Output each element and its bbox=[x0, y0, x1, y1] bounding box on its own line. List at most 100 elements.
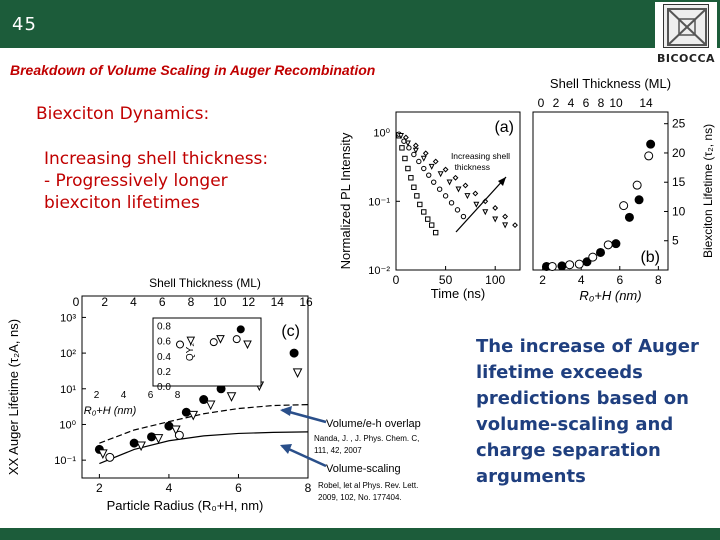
data-point-c bbox=[292, 368, 303, 378]
reference-robel: Robel, let al Phys. Rev. Lett. 2009, 102… bbox=[318, 480, 418, 504]
data-point-c bbox=[205, 400, 216, 411]
data-point-a bbox=[411, 151, 417, 158]
inset-x-tick-label-c: 6 bbox=[148, 390, 154, 401]
top-tick-label-b: 2 bbox=[553, 96, 560, 110]
data-point-b bbox=[632, 180, 642, 190]
data-point-a bbox=[460, 213, 467, 220]
annotation-arrow-a bbox=[455, 176, 507, 233]
data-point-c bbox=[129, 438, 139, 448]
data-point-b bbox=[547, 261, 557, 271]
top-axis-title-c: Shell Thickness (ML) bbox=[149, 276, 261, 290]
top-tick-label-c: 16 bbox=[299, 295, 313, 309]
data-point-a bbox=[411, 184, 417, 190]
bottom-bar bbox=[0, 528, 720, 540]
panel-label-b: (b) bbox=[640, 249, 660, 266]
x-tick-label-b: 6 bbox=[616, 273, 623, 287]
y-tick-label-b: 25 bbox=[672, 117, 686, 131]
reference-robel-line-1: Robel, let al Phys. Rev. Lett. bbox=[318, 481, 419, 490]
conclusion-line-6: arguments bbox=[476, 466, 586, 487]
data-point-a bbox=[408, 175, 414, 181]
annotation-a-line-1: Increasing shell bbox=[451, 151, 510, 161]
inset-point-c bbox=[216, 335, 225, 344]
model-curve-c bbox=[99, 404, 309, 444]
data-point-a bbox=[416, 158, 422, 165]
data-point-a bbox=[437, 171, 444, 178]
conclusion-line-1: The increase of Auger bbox=[476, 336, 699, 357]
inset-y-tick-label-c: 0.0 bbox=[157, 382, 171, 393]
data-point-c bbox=[226, 392, 237, 402]
conclusion-line-5: charge separation bbox=[476, 440, 661, 461]
data-point-c bbox=[289, 348, 299, 358]
data-point-a bbox=[406, 145, 412, 151]
x-axis-label-a: Time (ns) bbox=[431, 286, 485, 301]
data-point-a bbox=[428, 163, 435, 170]
data-point-a bbox=[421, 209, 427, 215]
data-point-b bbox=[588, 252, 598, 262]
arrowhead-volume bbox=[280, 444, 292, 454]
panel-label-c: (c) bbox=[281, 323, 300, 340]
x-tick-label-c: 4 bbox=[166, 481, 173, 495]
top-bar: 45 bbox=[0, 0, 720, 48]
inset-point-c bbox=[176, 340, 184, 349]
y-tick-label-c: 10⁰ bbox=[59, 419, 76, 431]
data-point-a bbox=[452, 174, 459, 181]
reference-robel-line-2: 2009, 102, No. 177404. bbox=[318, 493, 402, 502]
y-tick-label-c: 10¹ bbox=[60, 384, 76, 396]
data-point-a bbox=[412, 142, 419, 149]
top-tick-label-c: 0 bbox=[73, 295, 80, 309]
data-point-b bbox=[596, 247, 605, 257]
data-point-a bbox=[448, 200, 455, 206]
data-point-a bbox=[425, 216, 431, 222]
section-heading: Biexciton Dynamics: bbox=[36, 104, 210, 124]
data-point-c bbox=[105, 452, 115, 462]
x-tick-label-a: 100 bbox=[485, 273, 505, 287]
inset-y-tick-label-c: 0.6 bbox=[157, 337, 171, 348]
logo-text: BICOCCA bbox=[656, 52, 716, 65]
inset-y-tick-label-c: 0.2 bbox=[157, 367, 171, 378]
data-point-c bbox=[147, 432, 157, 442]
data-point-c bbox=[174, 430, 184, 440]
reference-nanda-line-1: Nanda, J. , J. Phys. Chem. C, bbox=[314, 434, 420, 443]
top-tick-label-c: 12 bbox=[242, 295, 256, 309]
data-point-a bbox=[430, 179, 437, 185]
y-axis-label-b: Biexciton Lifetime (τ₂, ns) bbox=[701, 124, 715, 258]
annotation-arrowhead-a bbox=[498, 177, 506, 186]
x-axis-label-b: R₀+H (nm) bbox=[579, 288, 641, 303]
top-tick-label-c: 6 bbox=[159, 295, 166, 309]
annotation-a-line-2: thickness bbox=[455, 162, 490, 172]
data-point-a bbox=[502, 222, 509, 229]
data-point-a bbox=[432, 158, 439, 165]
top-tick-label-b: 14 bbox=[639, 96, 653, 110]
y-tick-label-b: 5 bbox=[672, 234, 679, 248]
data-point-c bbox=[181, 407, 191, 417]
top-tick-label-b: 8 bbox=[598, 96, 605, 110]
top-tick-label-b: 6 bbox=[583, 96, 590, 110]
y-tick-label-a: 10⁻¹ bbox=[368, 196, 390, 208]
y-tick-label-b: 20 bbox=[672, 146, 686, 160]
inset-y-tick-label-c: 0.4 bbox=[157, 352, 171, 363]
data-point-a bbox=[426, 172, 432, 178]
data-point-a bbox=[442, 166, 449, 173]
data-point-a bbox=[482, 209, 489, 216]
y-axis-label-c: XX Auger Lifetime (τ₂A, ns) bbox=[6, 319, 21, 475]
label-volume-overlap: Volume/e-h overlap bbox=[326, 418, 421, 430]
data-point-c bbox=[153, 434, 164, 444]
inset-point-c bbox=[209, 338, 218, 347]
label-volume-scaling: Volume-scaling bbox=[326, 463, 401, 475]
conclusion-line-4: volume-scaling and bbox=[476, 414, 674, 435]
data-point-c bbox=[199, 395, 209, 405]
data-point-a bbox=[421, 165, 427, 172]
data-point-a bbox=[455, 186, 462, 193]
data-point-c bbox=[171, 425, 181, 436]
conclusion-line-3: predictions based on bbox=[476, 388, 689, 409]
data-point-a bbox=[464, 193, 471, 200]
x-tick-label-b: 2 bbox=[539, 273, 546, 287]
x-axis-label-c: Particle Radius (R₀+H, nm) bbox=[107, 498, 264, 513]
data-point-b bbox=[634, 195, 644, 205]
y-tick-label-b: 10 bbox=[672, 204, 686, 218]
panel-label-a: (a) bbox=[494, 119, 514, 136]
top-tick-label-c: 14 bbox=[271, 295, 285, 309]
data-point-a bbox=[402, 155, 408, 162]
data-point-c bbox=[98, 449, 108, 459]
